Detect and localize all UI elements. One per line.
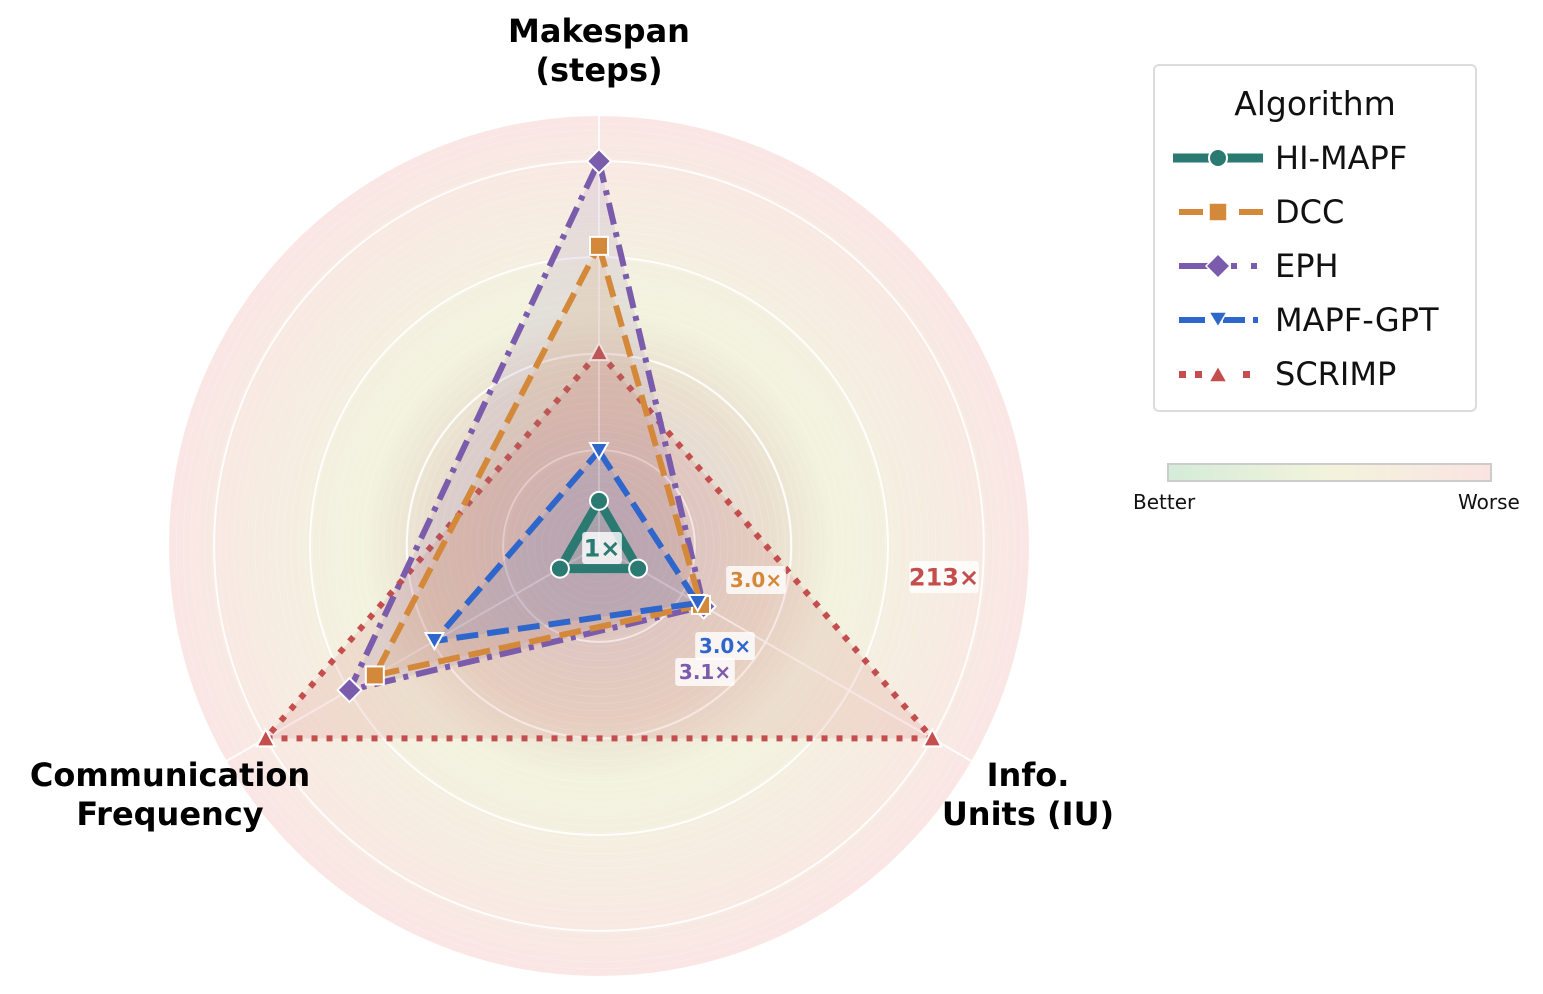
circle-marker-icon bbox=[628, 558, 649, 579]
triangle-down-marker-icon bbox=[686, 593, 709, 614]
legend-label: MAPF-GPT bbox=[1275, 301, 1439, 339]
axis-spoke bbox=[598, 545, 972, 762]
legend-title: Algorithm bbox=[1234, 84, 1396, 123]
legend-label: SCRIMP bbox=[1275, 355, 1397, 393]
diamond-marker-icon bbox=[585, 147, 613, 175]
legend-label: EPH bbox=[1275, 247, 1339, 285]
diamond-marker-icon bbox=[336, 676, 363, 704]
solid-line-circle-marker-icon bbox=[1173, 148, 1263, 168]
better-worse-color-scale bbox=[1167, 463, 1492, 482]
ratio-label-scrimp: 213× bbox=[909, 564, 979, 592]
legend-item-eph[interactable]: EPH bbox=[1173, 246, 1339, 286]
square-marker-icon bbox=[364, 665, 385, 686]
annotation-bg bbox=[582, 532, 622, 564]
ratio-annotations: 1×3.0×3.0×3.1×213× bbox=[582, 532, 979, 686]
legend-item-dcc[interactable]: DCC bbox=[1173, 192, 1344, 232]
ratio-label-eph: 3.1× bbox=[679, 660, 731, 684]
annotation-bg bbox=[726, 566, 786, 594]
scale-label-better: Better bbox=[1133, 490, 1196, 514]
axis-labels: Makespan (steps) Info. Units (IU) Communicat… bbox=[30, 12, 1114, 833]
axis-label-info_units: Info. Units (IU) bbox=[942, 756, 1114, 833]
square-marker-icon bbox=[589, 235, 609, 256]
triangle-up-marker-icon bbox=[921, 727, 943, 748]
triangle-down-marker-icon bbox=[423, 632, 446, 652]
ratio-label-mapf-gpt: 3.0× bbox=[699, 634, 751, 658]
annotation-bg bbox=[675, 658, 735, 686]
dotted-line-triangle-up-marker-icon bbox=[1179, 364, 1250, 383]
legend-item-scrimp[interactable]: SCRIMP bbox=[1173, 354, 1396, 394]
scale-label-worse: Worse bbox=[1458, 490, 1520, 514]
triangle-down-marker-icon bbox=[588, 441, 610, 462]
legend-label: DCC bbox=[1275, 193, 1345, 231]
axis-spoke bbox=[226, 545, 600, 762]
dashed-line-triangle-down-marker-icon bbox=[1179, 311, 1258, 329]
dashdot-line-diamond-marker-icon bbox=[1179, 252, 1257, 280]
triangle-up-marker-icon bbox=[588, 340, 610, 362]
ratio-label-hi-mapf: 1× bbox=[584, 535, 621, 563]
legend-item-hi-mapf[interactable]: HI-MAPF bbox=[1173, 138, 1407, 178]
dashed-line-square-marker-icon bbox=[1179, 202, 1263, 222]
annotation-bg bbox=[909, 561, 979, 593]
series-mapf-gpt bbox=[423, 441, 709, 652]
series-layer bbox=[255, 147, 943, 748]
axis-label-comm_freq: Communication Frequency bbox=[30, 756, 310, 833]
legend-label: HI-MAPF bbox=[1275, 139, 1408, 177]
legend: Algorithm HI-MAPF DCC EPH MAPF-GPT bbox=[1153, 64, 1477, 412]
ratio-label-dcc: 3.0× bbox=[730, 568, 782, 592]
legend-item-mapf-gpt[interactable]: MAPF-GPT bbox=[1173, 300, 1439, 340]
axis-label-makespan: Makespan (steps) bbox=[508, 12, 690, 89]
circle-marker-icon bbox=[589, 490, 609, 511]
triangle-up-marker-icon bbox=[255, 727, 277, 748]
circle-marker-icon bbox=[549, 558, 570, 579]
annotation-bg bbox=[695, 632, 755, 660]
